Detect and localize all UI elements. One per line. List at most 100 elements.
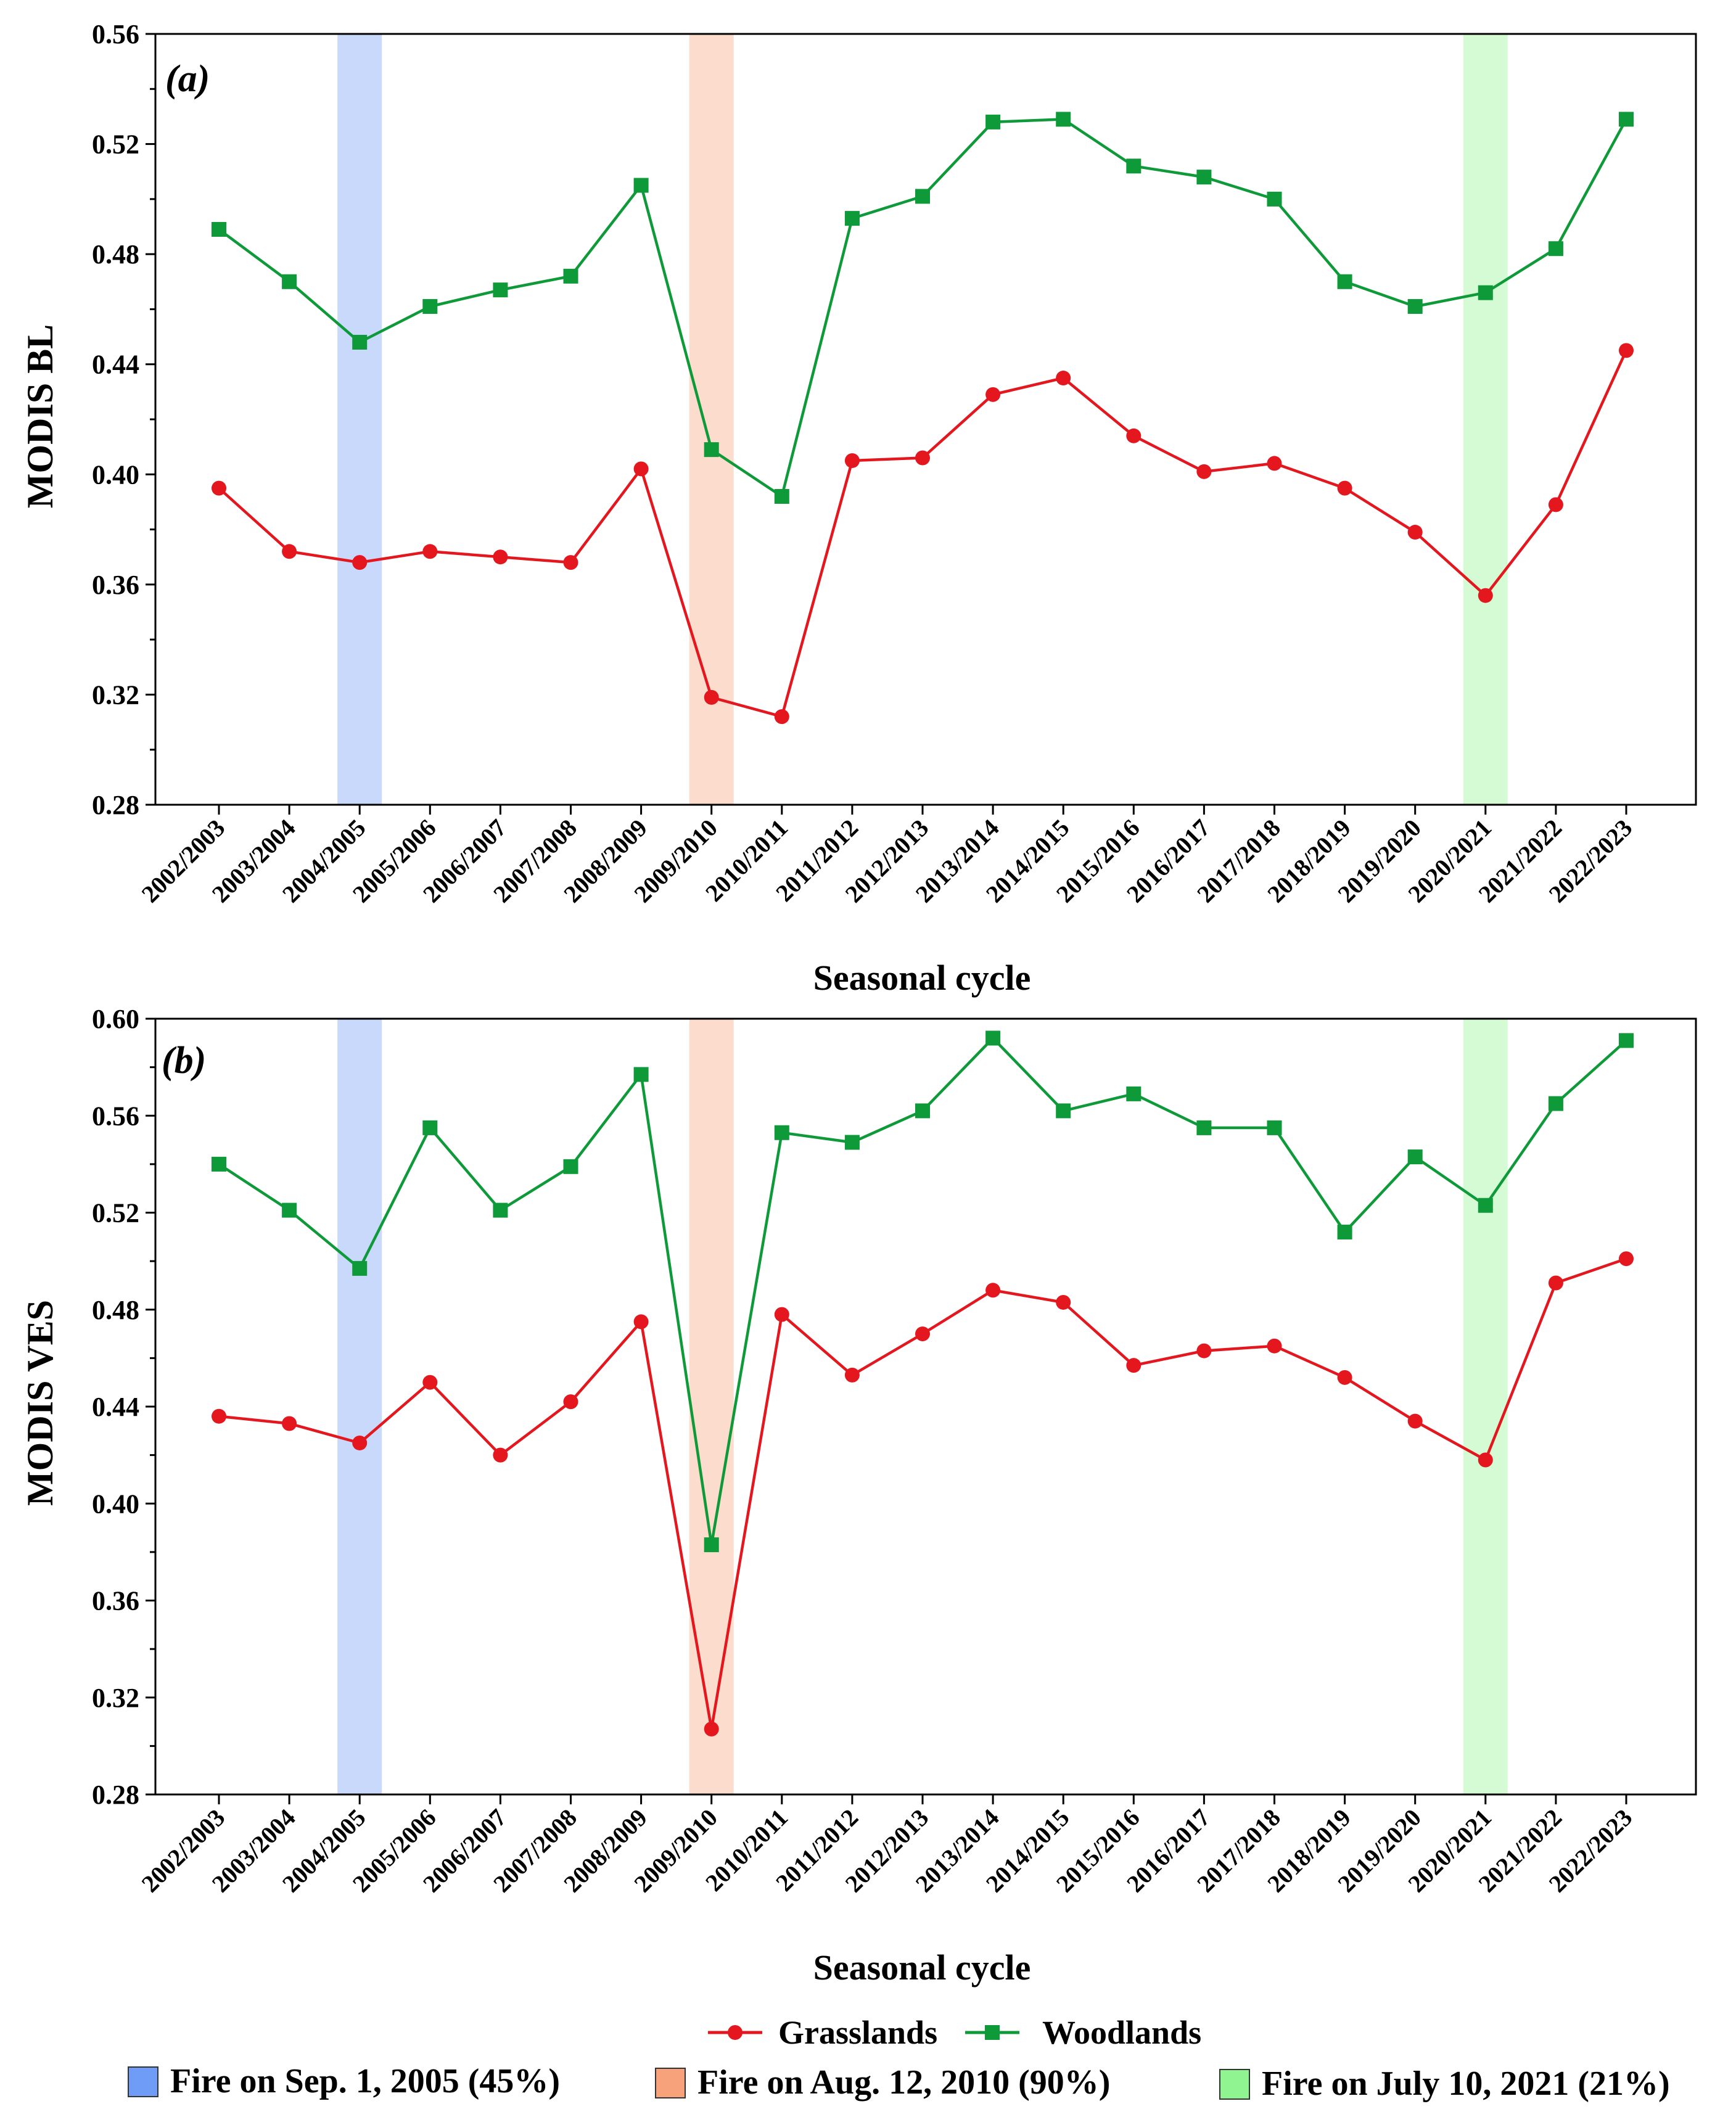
panel-b-ytick-label: 0.48 [92, 1295, 139, 1325]
panel-a-series [212, 112, 1634, 725]
panel-a-woodlands-point [704, 442, 719, 458]
legend-fire-2010-swatch [655, 2068, 686, 2098]
legend-woodlands-label: Woodlands [1042, 2014, 1201, 2051]
panel-b-grasslands-point [352, 1435, 368, 1450]
panel-b-ytick-label: 0.32 [92, 1683, 139, 1713]
panel-a-woodlands-point [1126, 158, 1142, 174]
panel-a-woodlands-point [1548, 241, 1563, 257]
panel-a-ytick-label: 0.40 [92, 459, 139, 490]
panel-b-ytick-label: 0.52 [92, 1198, 139, 1228]
panel-a-woodlands-point [1619, 112, 1634, 127]
panel-b-grasslands-point [633, 1314, 649, 1330]
panel-a-chart: 0.280.320.360.400.440.480.520.562002/200… [20, 19, 1697, 998]
panel-a-woodlands-point [844, 211, 860, 226]
fire-legend: Fire on Sep. 1, 2005 (45%) Fire on Aug. … [128, 2062, 1670, 2103]
legend-fire-2005-label: Fire on Sep. 1, 2005 (45%) [170, 2062, 560, 2100]
panel-b-grasslands-point [422, 1375, 438, 1390]
panel-a-fire-band-1 [337, 34, 382, 805]
panel-a-woodlands-point [422, 298, 438, 314]
panel-b-chart: 0.280.320.360.400.440.480.520.560.602002… [20, 1004, 1697, 1987]
panel-a-grasslands-point [1337, 480, 1352, 496]
panel-b-grasslands-point [704, 1721, 719, 1737]
panel-a-grasslands-point [774, 709, 789, 725]
panel-b-woodlands-point [1196, 1120, 1212, 1135]
panel-b-woodlands-point [774, 1125, 789, 1140]
panel-b-grasslands-point [985, 1283, 1001, 1298]
legend-fire-2021-swatch [1219, 2069, 1250, 2100]
panel-b-ytick-label: 0.40 [92, 1489, 139, 1519]
panel-a-ytick-label: 0.28 [92, 790, 139, 820]
panel-b-grasslands-point [774, 1307, 789, 1322]
panel-b-woodlands-point [1267, 1120, 1282, 1135]
panel-b-grasslands-point [1619, 1251, 1634, 1267]
legend-fire-2005: Fire on Sep. 1, 2005 (45%) [128, 2062, 560, 2100]
panel-a-grasslands-point [633, 461, 649, 477]
panel-a-woodlands-point [493, 282, 508, 298]
panel-a-grasslands-point [1548, 497, 1563, 512]
panel-a-grasslands-point [1126, 428, 1142, 443]
panel-b-xlabel: Seasonal cycle [813, 1947, 1031, 1987]
panel-a-woodlands-point [282, 274, 297, 289]
panel-a-grasslands-point [1407, 525, 1423, 540]
panel-b-woodlands-point [633, 1067, 649, 1082]
panel-a-woodlands-point [1196, 170, 1212, 185]
panel-b-grasslands-point [493, 1447, 508, 1463]
panel-b-ylabel: MODIS VES [20, 1300, 60, 1506]
panel-b-woodlands-point [1548, 1096, 1563, 1111]
panel-b-woodlands-point [282, 1202, 297, 1218]
legend-woodlands: Woodlands [965, 2014, 1201, 2051]
panel-a-grasslands-point [1267, 456, 1282, 471]
panel-b-grasslands-point [212, 1408, 226, 1424]
panel-b-woodlands-point [985, 1030, 1001, 1046]
panel-b-grasslands-point [1056, 1294, 1071, 1310]
panel-b-woodlands-point [844, 1135, 860, 1150]
legend-fire-2005-swatch [128, 2066, 158, 2097]
legend-fire-2010-label: Fire on Aug. 12, 2010 (90%) [697, 2063, 1110, 2102]
panel-a-grasslands-point [1478, 588, 1493, 603]
panel-a-fire-band-2 [689, 34, 734, 805]
panel-a-woodlands-point [985, 114, 1001, 129]
legend-grasslands-label: Grasslands [778, 2014, 937, 2051]
panel-b-grasslands-point [915, 1326, 930, 1342]
panel-a-ytick-label: 0.56 [92, 19, 139, 49]
panel-b-grasslands-point [1548, 1275, 1563, 1291]
panel-b-label: (b) [162, 1040, 206, 1082]
panel-b-ytick-label: 0.28 [92, 1780, 139, 1810]
panel-a-grasslands-point [282, 544, 297, 559]
legend-fire-2021: Fire on July 10, 2021 (21%) [1219, 2065, 1670, 2103]
panel-a-fire-band-3 [1463, 34, 1508, 805]
panel-a-grasslands-point [915, 450, 930, 466]
panel-a-xlabel: Seasonal cycle [813, 958, 1031, 998]
panel-b-woodlands-point [212, 1156, 226, 1172]
panel-b-woodlands-point [352, 1260, 368, 1276]
panel-b-woodlands-point [1056, 1103, 1071, 1119]
panel-a-grasslands-point [352, 555, 368, 570]
panel-a-woodlands-point [1267, 191, 1282, 207]
panel-a-ytick-label: 0.52 [92, 129, 139, 160]
panel-b-grasslands-point [563, 1394, 578, 1410]
panel-a-label: (a) [165, 58, 210, 100]
panel-b-grasslands-point [1196, 1343, 1212, 1358]
panel-a-woodlands-point [1478, 285, 1493, 300]
panel-a-woodlands-point [633, 178, 649, 193]
legend-grasslands: Grasslands [708, 2014, 937, 2051]
panel-a-ylabel: MODIS BL [20, 324, 60, 508]
panel-b-woodlands-point [493, 1202, 508, 1218]
panel-b-ytick-label: 0.56 [92, 1101, 139, 1131]
panel-a-woodlands-point [1056, 112, 1071, 127]
legend-fire-2010: Fire on Aug. 12, 2010 (90%) [655, 2063, 1110, 2102]
legend-grasslands-marker [728, 2025, 743, 2040]
panel-a-grasslands-point [1196, 464, 1212, 479]
panel-a-woodlands-point [352, 335, 368, 350]
panel-b-woodlands-point [704, 1537, 719, 1553]
panel-a-woodlands-point [1337, 274, 1352, 289]
panel-a-grasslands-point [844, 453, 860, 468]
series-legend: Grasslands Woodlands [708, 2014, 1201, 2051]
panel-a-grasslands-point [493, 549, 508, 565]
panel-b-woodlands-point [915, 1103, 930, 1119]
panel-b-woodlands-point [1478, 1198, 1493, 1213]
panel-a-ytick-label: 0.44 [92, 350, 139, 380]
panel-a-woodlands-point [563, 268, 578, 284]
panel-b-grasslands-point [1407, 1413, 1423, 1429]
